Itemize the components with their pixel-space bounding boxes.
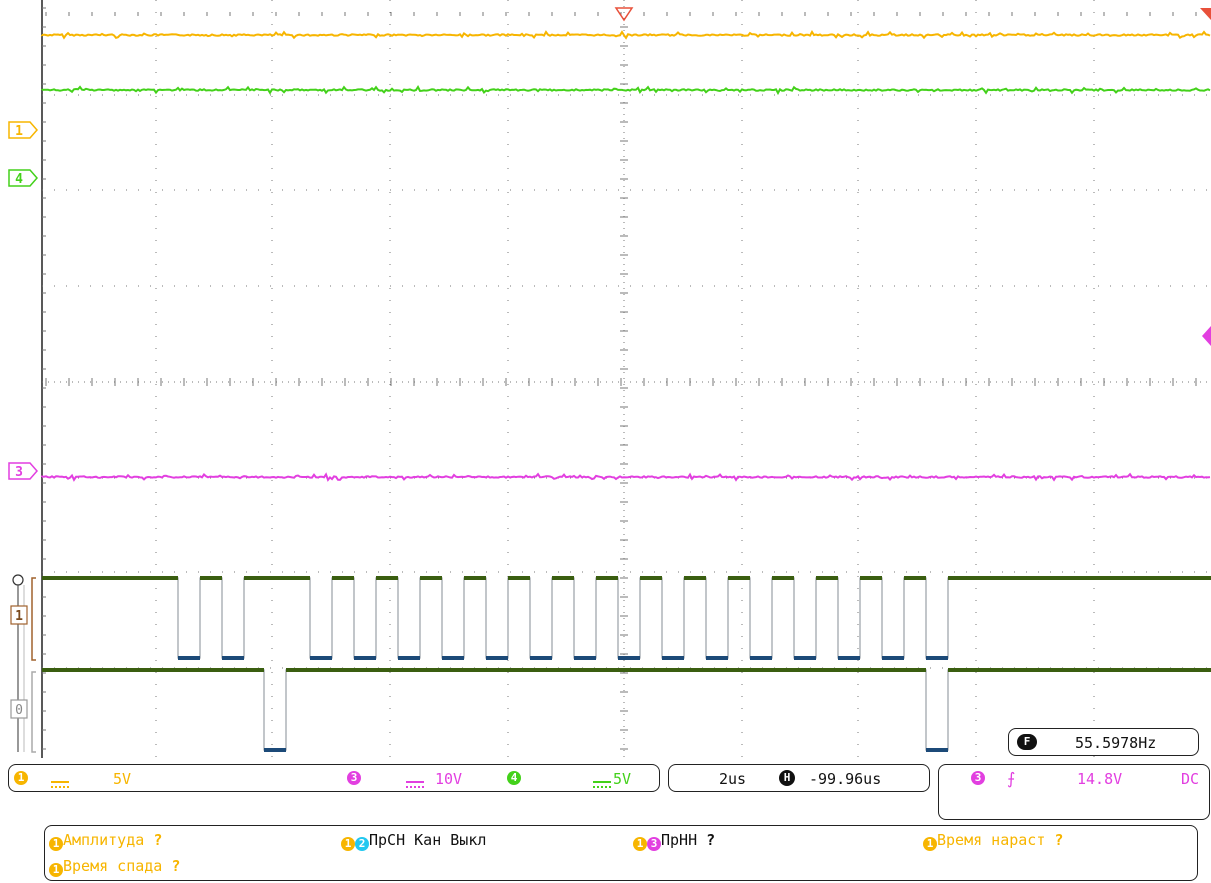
digital-d1-label-box [10,605,28,625]
measurement-rise-time[interactable]: 1 Время нараст ? [923,831,1063,851]
measurement-phase-delay-fall[interactable]: 1 3 ПрНН ? [633,831,715,851]
timebase-scale: 2us [719,770,747,788]
ch4-scale: 5V [613,770,632,788]
measurement-amplitude[interactable]: 1 Амплитуда ? [49,831,162,851]
digital-d1-bracket [31,577,36,661]
measurement-label: Время нараст [937,831,1046,849]
ch1-marker-shape [8,121,38,139]
digital-traces [42,576,1211,752]
trigger-level: 14.8V [1077,770,1123,788]
measurement-ch1-badge: 1 [923,837,937,851]
ch3-badge: 3 [347,771,361,785]
rising-edge-icon: ⨍ [1007,769,1016,788]
measurement-value: ? [1054,831,1064,849]
measurement-value: ? [153,831,163,849]
measurement-ch1-badge: 1 [49,863,63,877]
trigger-coupling: DC [1181,770,1200,788]
ch1-trace [41,30,1211,40]
measurement-fall-time[interactable]: 1 Время спада ? [49,857,180,877]
measurement-label: ПрСН Кан Выкл [369,831,487,849]
dc-coupling-icon [406,781,425,789]
ch4-marker-shape [8,169,38,187]
channel-settings-bar[interactable]: 1 5V 3 10V 4 5V [8,764,660,792]
timebase-bar[interactable]: 2us H -99.96us [668,764,930,792]
trigger-level-marker [1202,326,1211,346]
trigger-source-badge: 3 [971,771,985,785]
memory-end-marker [1200,8,1211,20]
horizontal-position-badge: H [779,770,795,786]
ch3-marker: 3 [15,465,23,480]
ch4-marker: 4 [15,172,23,187]
ch1-scale: 5V [113,770,132,788]
frequency-counter: F 55.5978Hz [1008,728,1199,756]
measurement-ch1-badge: 1 [633,837,647,851]
dc-coupling-icon [593,781,612,789]
measurement-value: ? [171,857,181,875]
ch3-marker-shape [8,462,38,480]
channel-markers: 1 4 3 1 0 [8,7,1211,753]
measurement-label: ПрНН [661,831,698,849]
digital-d0-label-box [10,699,28,719]
frequency-badge: F [1017,734,1037,750]
ch4-trace [41,85,1211,96]
measurement-label: Время спада [63,857,163,875]
waveform-display: 1 4 3 1 0 [8,0,1211,758]
measurement-ch3-badge: 3 [647,837,661,851]
measurement-ch2-badge: 2 [355,837,369,851]
dc-coupling-icon [51,781,69,789]
ch1-marker: 1 [15,124,23,139]
ch3-trace [41,472,1211,482]
ch1-badge: 1 [14,771,28,785]
digital-d0-bracket [31,671,36,753]
trigger-bar[interactable]: 3 ⨍ 14.8V DC [938,764,1210,820]
measurement-phase-delay-rise[interactable]: 1 2 ПрСН Кан Выкл [341,831,486,851]
digital-d0-label: 0 [15,703,23,718]
measurement-ch1-badge: 1 [49,837,63,851]
ch4-badge: 4 [507,771,521,785]
digital-d1-edges [42,577,1211,659]
horizontal-position-value: -99.96us [809,770,882,788]
graticule [41,0,1211,758]
measurement-ch1-badge: 1 [341,837,355,851]
frequency-value: 55.5978Hz [1075,734,1157,752]
digital-d1-label: 1 [15,609,23,624]
measurement-value: ? [706,831,716,849]
ch3-scale: 10V [435,770,463,788]
digital-group-handle [12,574,24,586]
measurement-label: Амплитуда [63,831,145,849]
analog-traces [41,30,1211,482]
trigger-position-marker [614,7,634,22]
